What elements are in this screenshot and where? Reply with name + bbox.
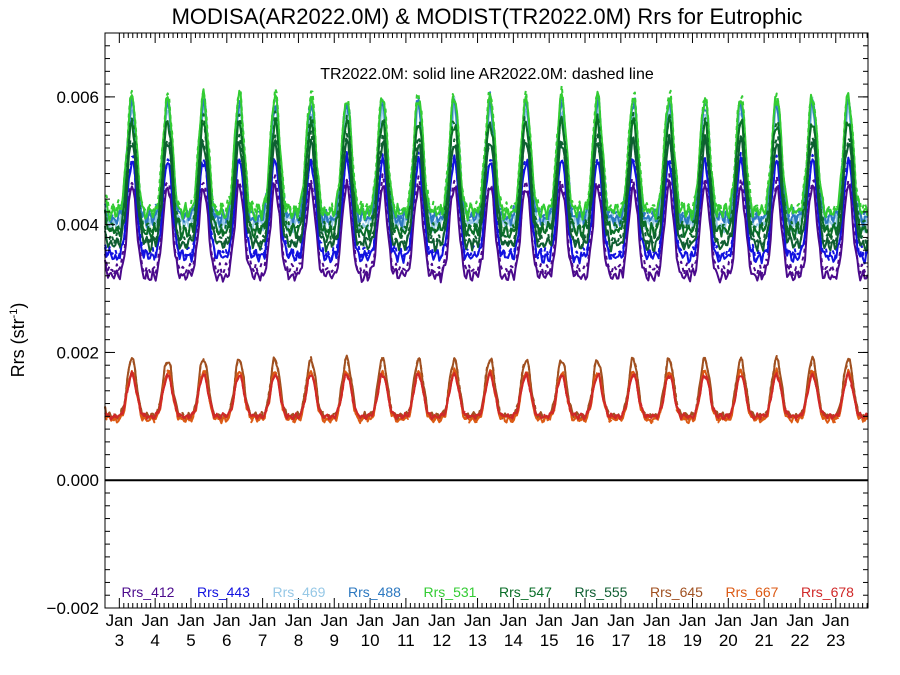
legend-entry: Rrs_645 — [650, 584, 703, 600]
series-line-Rrs_412-dashed — [104, 173, 869, 277]
x-tick-label-month: Jan — [392, 611, 419, 630]
x-tick-label-day: 11 — [397, 631, 415, 650]
legend-entry: Rrs_412 — [122, 584, 175, 600]
series-line-Rrs_645-dashed — [104, 354, 869, 422]
line-style-note: TR2022.0M: solid line AR2022.0M: dashed … — [320, 66, 654, 83]
x-tick-label-month: Jan — [679, 611, 706, 630]
legend: Rrs_412 Rrs_443 Rrs_469 Rrs_488 Rrs_531 Rrs_5… — [122, 584, 855, 600]
x-tick-label-month: Jan — [428, 611, 455, 630]
legend-entry: Rrs_488 — [348, 584, 401, 600]
x-tick-label-day: 23 — [826, 631, 845, 650]
x-tick-label-day: 22 — [790, 631, 809, 650]
x-tick-label-month: Jan — [822, 611, 849, 630]
legend-entry: Rrs_547 — [499, 584, 552, 600]
y-axis-label-main: Rrs (str — [8, 318, 28, 377]
ticks-layer — [105, 32, 868, 609]
x-tick-label-month: Jan — [750, 611, 777, 630]
x-tick-label-month: Jan — [715, 611, 742, 630]
y-tick-label: 0.002 — [56, 343, 99, 362]
x-tick-label-month: Jan — [177, 611, 204, 630]
y-axis-label-superscript: -1 — [8, 309, 20, 319]
x-tick-label-day: 3 — [115, 631, 124, 650]
x-tick-label-day: 4 — [150, 631, 159, 650]
x-tick-label-day: 9 — [330, 631, 339, 650]
series-line-Rrs_547-dashed — [104, 110, 869, 237]
legend-entry: Rrs_555 — [575, 584, 628, 600]
x-tick-label-day: 14 — [504, 631, 523, 650]
x-tick-label-month: Jan — [213, 611, 240, 630]
y-tick-label: 0.004 — [56, 216, 99, 235]
x-tick-label-day: 7 — [258, 631, 267, 650]
series-line-Rrs_443-dashed — [104, 151, 869, 262]
x-tick-label-day: 17 — [611, 631, 630, 650]
y-tick-label: 0.000 — [56, 471, 99, 490]
chart-title: MODISA(AR2022.0M) & MODIST(TR2022.0M) Rr… — [172, 4, 803, 29]
legend-entry: Rrs_667 — [726, 584, 779, 600]
x-tick-labels: Jan3Jan4Jan5Jan6Jan7Jan8Jan9Jan10Jan11Ja… — [106, 611, 850, 650]
y-tick-labels: −0.002 0.000 0.002 0.004 0.006 — [47, 88, 99, 618]
x-tick-label-day: 13 — [468, 631, 487, 650]
legend-entry: Rrs_678 — [801, 584, 854, 600]
series-line-Rrs_555-dashed — [104, 130, 869, 250]
legend-entry: Rrs_443 — [197, 584, 250, 600]
x-tick-label-month: Jan — [106, 611, 133, 630]
series-line-Rrs_678-solid — [104, 370, 869, 421]
x-tick-label-month: Jan — [786, 611, 813, 630]
x-tick-label-day: 18 — [647, 631, 666, 650]
y-axis-label: Rrs (str-1) — [8, 303, 28, 378]
y-axis-label-close: ) — [8, 303, 28, 309]
plot-area — [104, 32, 869, 609]
x-tick-label-month: Jan — [571, 611, 598, 630]
x-tick-label-month: Jan — [321, 611, 348, 630]
x-tick-label-day: 8 — [294, 631, 303, 650]
x-tick-label-month: Jan — [535, 611, 562, 630]
x-tick-label-month: Jan — [643, 611, 670, 630]
x-tick-label-day: 16 — [576, 631, 595, 650]
series-line-Rrs_443-solid — [104, 153, 869, 265]
x-tick-label-day: 21 — [755, 631, 774, 650]
x-tick-label-day: 5 — [186, 631, 195, 650]
x-tick-label-month: Jan — [249, 611, 276, 630]
x-tick-label-day: 10 — [361, 631, 380, 650]
x-tick-label-month: Jan — [500, 611, 527, 630]
x-tick-label-month: Jan — [356, 611, 383, 630]
x-tick-label-month: Jan — [607, 611, 634, 630]
legend-entry: Rrs_531 — [424, 584, 477, 600]
x-tick-label-day: 15 — [540, 631, 559, 650]
legend-entry: Rrs_469 — [273, 584, 326, 600]
x-tick-label-month: Jan — [285, 611, 312, 630]
y-tick-label: 0.006 — [56, 88, 99, 107]
x-tick-label-day: 20 — [719, 631, 738, 650]
x-tick-label-day: 12 — [432, 631, 451, 650]
x-tick-label-month: Jan — [464, 611, 491, 630]
x-tick-label-day: 19 — [683, 631, 702, 650]
x-tick-label-day: 6 — [222, 631, 231, 650]
svg-text:Rrs (str-1): Rrs (str-1) — [8, 303, 28, 378]
x-tick-label-month: Jan — [141, 611, 168, 630]
y-tick-label: −0.002 — [47, 599, 99, 618]
series-layer — [104, 84, 869, 425]
